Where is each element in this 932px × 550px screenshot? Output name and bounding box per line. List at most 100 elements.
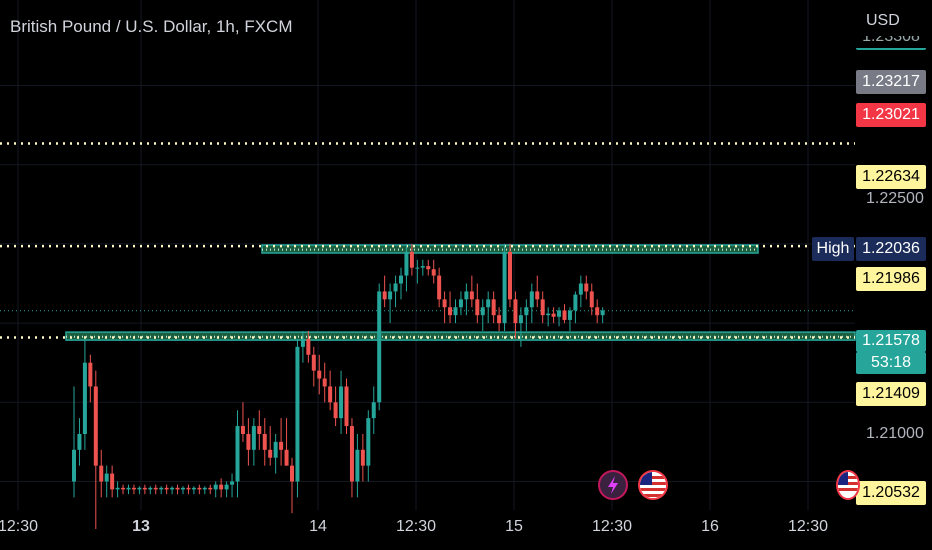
price-label-top: 1.23308 xyxy=(856,36,926,50)
candle-body xyxy=(322,378,327,387)
x-tick: 12:30 xyxy=(395,518,437,535)
candle-body xyxy=(88,362,93,387)
candle-body xyxy=(77,433,82,450)
candle-body xyxy=(600,310,605,316)
candle-body xyxy=(388,291,393,300)
candle-body xyxy=(137,487,142,490)
candle-body xyxy=(328,386,333,403)
candle-body xyxy=(164,487,169,490)
x-tick: 12:30 xyxy=(591,518,633,535)
candle-body xyxy=(480,307,485,316)
candle-body xyxy=(153,487,158,490)
candle-body xyxy=(224,484,229,490)
candle-body xyxy=(448,307,453,316)
candle-body xyxy=(453,307,458,316)
candle-body xyxy=(104,473,109,482)
candle-body xyxy=(110,473,115,490)
candle-body xyxy=(415,267,420,269)
x-tick: 14 xyxy=(309,518,327,535)
candle-body xyxy=(508,251,512,300)
candle-body xyxy=(317,370,322,379)
axis-label-2: 1.21000 xyxy=(866,425,924,442)
candle-body xyxy=(240,426,245,434)
candle-body xyxy=(99,465,104,482)
level-label-b: 1.21986 xyxy=(856,267,926,291)
x-tick: 15 xyxy=(505,518,523,535)
candle-body xyxy=(584,283,589,292)
candle-body xyxy=(426,266,431,270)
candle-body xyxy=(72,449,76,482)
candle-body xyxy=(170,487,175,490)
x-tick: 12:30 xyxy=(787,518,829,535)
x-tick: 16 xyxy=(701,518,719,535)
candle-body xyxy=(469,291,474,300)
candle-body xyxy=(208,487,213,490)
level-label-a: 1.22634 xyxy=(856,165,926,189)
candle-body xyxy=(546,313,551,316)
us-flag-icon[interactable] xyxy=(836,470,860,500)
candle-body xyxy=(551,313,556,317)
us-flag-icon[interactable] xyxy=(638,470,668,500)
candle-body xyxy=(513,299,518,324)
candle-body xyxy=(578,283,583,295)
candle-body xyxy=(360,449,365,466)
candle-body xyxy=(175,487,180,490)
candle-body xyxy=(295,346,300,482)
candle-body xyxy=(464,291,469,300)
candle-body xyxy=(524,307,529,316)
axis-label-1: 1.22500 xyxy=(866,190,924,207)
zone-rect xyxy=(65,331,856,341)
candle-body xyxy=(311,354,316,371)
candle-body xyxy=(420,266,425,268)
lightning-icon[interactable] xyxy=(598,470,628,500)
price-label-red: 1.23021 xyxy=(856,103,926,127)
x-tick: 12:30 xyxy=(0,518,39,535)
candle-body xyxy=(529,291,534,308)
axis-unit-label[interactable]: USD xyxy=(866,12,900,29)
candle-body xyxy=(251,426,256,450)
candle-body xyxy=(502,251,507,324)
chart-title: British Pound / U.S. Dollar, 1h, FXCM xyxy=(10,17,293,36)
candle-body xyxy=(82,362,87,434)
candle-body xyxy=(486,299,491,308)
candle-body xyxy=(518,315,523,324)
level-label-d: 1.20532 xyxy=(856,481,926,505)
candle-body xyxy=(535,291,540,300)
high-label: 1.22036 xyxy=(856,237,926,261)
candle-body xyxy=(197,487,202,490)
candle-body xyxy=(562,310,567,320)
candle-body xyxy=(371,402,376,419)
candle-body xyxy=(382,291,387,300)
candle-body xyxy=(273,441,278,458)
candle-body xyxy=(159,487,164,490)
candle-body xyxy=(219,484,224,490)
candle-body xyxy=(355,449,360,482)
candle-body xyxy=(284,449,289,466)
candle-body xyxy=(349,426,354,482)
candle-body xyxy=(131,487,136,490)
candle-body xyxy=(235,426,240,482)
candle-body xyxy=(213,484,218,490)
candle-body xyxy=(404,251,409,276)
candle-body xyxy=(191,487,196,490)
price-label-gray: 1.23217 xyxy=(856,70,926,94)
candle-body xyxy=(290,465,294,482)
candle-body xyxy=(437,275,442,300)
candle-body xyxy=(121,487,126,490)
candle-body xyxy=(279,441,284,450)
candle-body xyxy=(344,386,349,427)
candle-body xyxy=(202,487,207,490)
candle-body xyxy=(246,433,251,450)
grid-lines xyxy=(0,0,855,510)
current-price-label: 1.21578 xyxy=(856,330,926,352)
candle-body xyxy=(399,275,403,284)
candle-body xyxy=(333,402,338,419)
candle-body xyxy=(491,299,496,316)
level-lines[interactable] xyxy=(0,142,855,339)
candle-body xyxy=(409,251,414,268)
x-tick: 13 xyxy=(132,518,150,535)
candle-body xyxy=(540,299,545,316)
candle-body xyxy=(148,487,153,490)
candle-body xyxy=(186,487,191,490)
